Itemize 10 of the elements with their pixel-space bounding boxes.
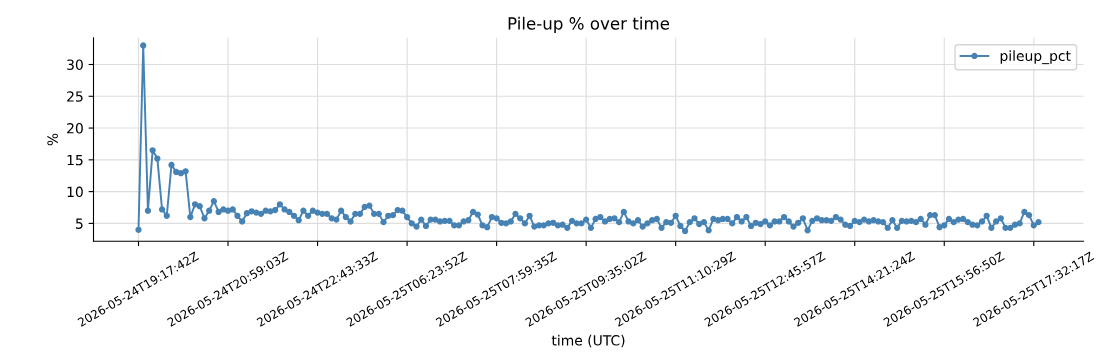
y-tick-label: 20	[67, 123, 83, 134]
legend-label: pileup_pct	[1000, 50, 1071, 65]
y-tick-label: 5	[76, 218, 83, 229]
y-tick-label: 25	[67, 91, 83, 102]
y-axis-title: %	[47, 133, 58, 146]
y-tick-label: 30	[67, 59, 83, 70]
x-axis-title: time (UTC)	[551, 334, 625, 348]
y-tick-label: 10	[67, 186, 83, 198]
chart-title: Pile-up % over time	[508, 16, 670, 33]
y-tick-label: 15	[67, 154, 83, 166]
